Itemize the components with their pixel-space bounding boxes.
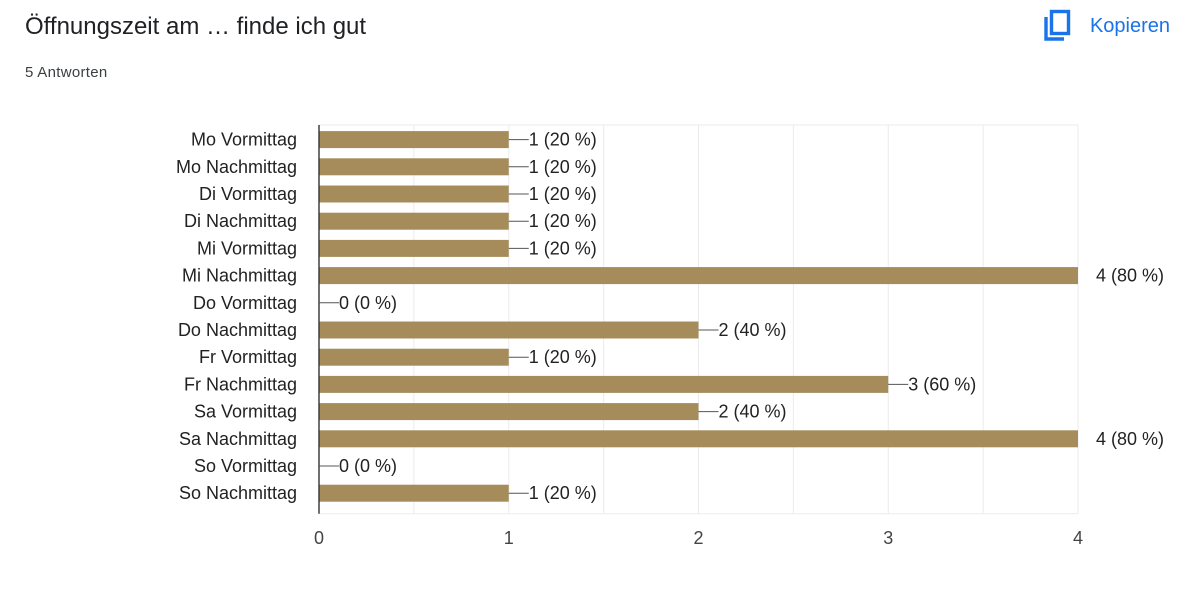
bars: [319, 131, 1078, 502]
data-label: 3 (60 %): [908, 374, 976, 394]
data-label: 2 (40 %): [719, 320, 787, 340]
category-label: Mo Nachmittag: [176, 157, 297, 177]
data-label: 1 (20 %): [529, 211, 597, 231]
x-tick-label: 0: [314, 528, 324, 548]
bar: [319, 267, 1078, 285]
category-label: Do Vormittag: [193, 293, 297, 313]
data-label: 1 (20 %): [529, 483, 597, 503]
data-label: 4 (80 %): [1096, 266, 1164, 286]
category-label: So Vormittag: [194, 456, 297, 476]
category-label: So Nachmittag: [179, 483, 297, 503]
bar: [319, 185, 509, 203]
chart-title: Öffnungszeit am … finde ich gut: [25, 13, 367, 40]
axes: 0 1 2 3 4: [314, 125, 1083, 548]
bar: [319, 375, 889, 393]
category-label: Do Nachmittag: [178, 320, 297, 340]
gridlines: [319, 124, 1079, 515]
category-label: Sa Nachmittag: [179, 429, 297, 449]
bar: [319, 430, 1078, 448]
category-label: Di Vormittag: [199, 184, 297, 204]
copy-icon: [1044, 9, 1071, 41]
copy-button-label: Kopieren: [1089, 14, 1170, 37]
data-label: 0 (0 %): [339, 293, 397, 313]
data-label: 1 (20 %): [529, 157, 597, 177]
data-label: 0 (0 %): [339, 456, 397, 476]
x-tick-label: 2: [693, 528, 703, 548]
category-label: Mi Vormittag: [197, 238, 297, 258]
bar: [319, 239, 509, 257]
category-label: Fr Nachmittag: [184, 374, 297, 394]
category-label: Sa Vormittag: [194, 402, 297, 422]
bar: [319, 348, 509, 366]
data-label: 1 (20 %): [529, 347, 597, 367]
category-label: Fr Vormittag: [199, 347, 297, 367]
x-tick-label: 4: [1073, 528, 1083, 548]
data-label: 4 (80 %): [1096, 429, 1164, 449]
bar: [319, 158, 509, 176]
bar: [319, 321, 699, 339]
x-tick-label: 3: [883, 528, 893, 548]
data-label: 1 (20 %): [529, 238, 597, 258]
bar: [319, 131, 509, 149]
bar: [319, 484, 509, 502]
data-label: 1 (20 %): [529, 184, 597, 204]
category-label: Mo Vormittag: [191, 130, 297, 150]
category-label: Di Nachmittag: [184, 211, 297, 231]
data-label: 1 (20 %): [529, 130, 597, 150]
bar: [319, 403, 699, 421]
data-label: 2 (40 %): [719, 402, 787, 422]
category-label: Mi Nachmittag: [182, 266, 297, 286]
x-tick-label: 1: [504, 528, 514, 548]
bar: [319, 212, 509, 230]
copy-button[interactable]: Kopieren: [1036, 6, 1176, 46]
labels: Mo Vormittag 1 (20 %) Mo Nachmittag 1 (20 %…: [176, 130, 1164, 504]
response-count: 5 Antworten: [25, 64, 108, 81]
